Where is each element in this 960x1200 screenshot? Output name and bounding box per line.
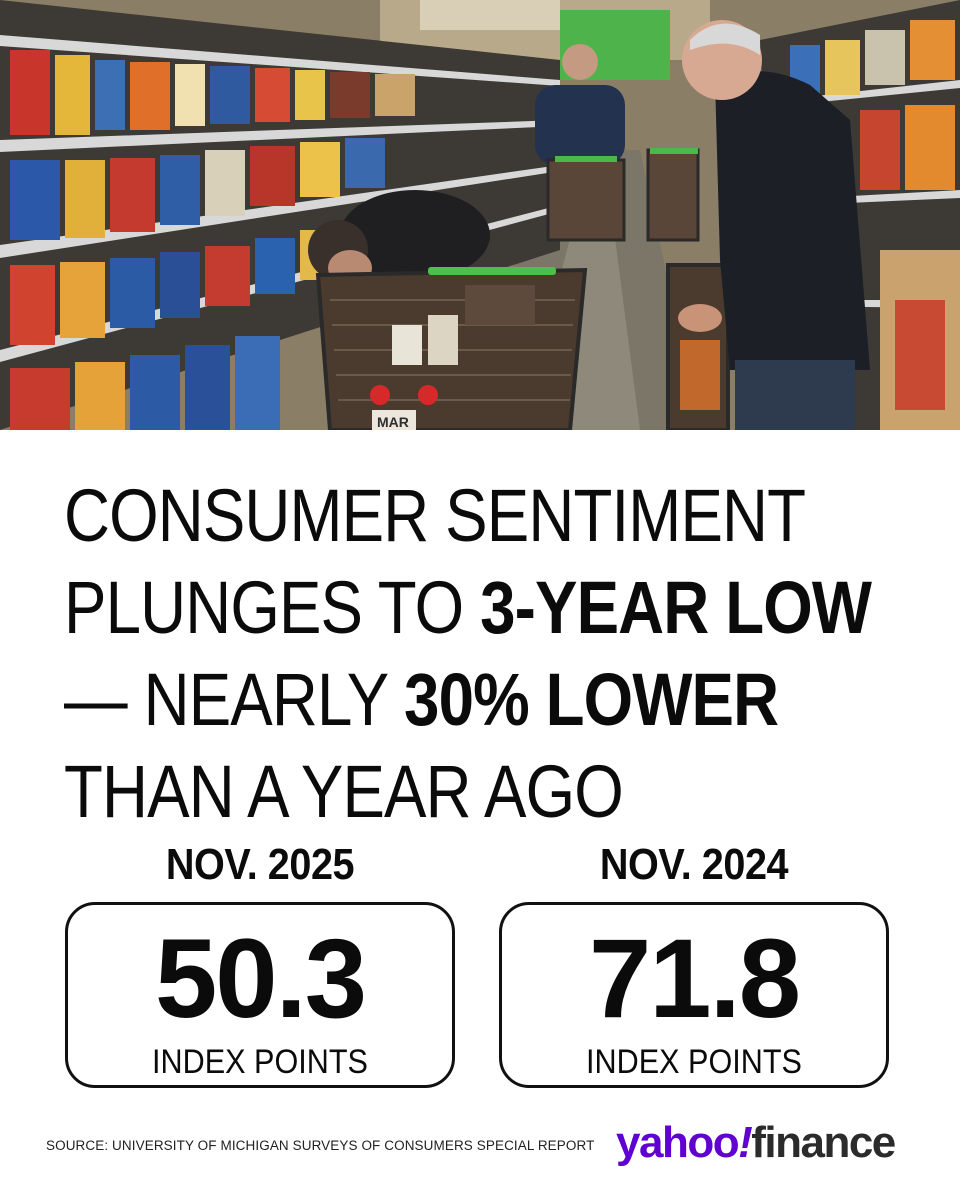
stat-unit-nov-2025: INDEX POINTS <box>152 1043 368 1081</box>
stat-unit-nov-2024: INDEX POINTS <box>586 1043 802 1081</box>
headline-line-3: — NEARLY 30% LOWER <box>64 654 812 746</box>
yahoo-finance-logo: yahoo!finance <box>616 1118 896 1168</box>
stat-box-nov-2024: 71.8 INDEX POINTS <box>499 902 889 1088</box>
source-note: SOURCE: UNIVERSITY OF MICHIGAN SURVEYS O… <box>46 1138 595 1153</box>
headline-line-2-bold: 3-YEAR LOW <box>480 566 872 649</box>
logo-yahoo: yahoo <box>616 1118 740 1167</box>
logo-exclamation: ! <box>738 1118 753 1167</box>
grocery-aisle-photo: MAR <box>0 0 960 430</box>
cart-brand-text: MAR <box>377 414 409 430</box>
stat-label-nov-2024: NOV. 2024 <box>599 840 789 889</box>
headline: CONSUMER SENTIMENT PLUNGES TO 3-YEAR LOW… <box>64 470 872 838</box>
headline-line-1: CONSUMER SENTIMENT <box>64 474 806 557</box>
stat-value-nov-2025: 50.3 <box>155 916 367 1041</box>
stat-value-nov-2024: 71.8 <box>589 916 801 1041</box>
headline-line-2: PLUNGES TO 3-YEAR LOW <box>64 562 872 654</box>
headline-line-3-bold: 30% LOWER <box>404 658 779 741</box>
headline-line-4: THAN A YEAR AGO <box>64 750 624 833</box>
headline-line-3-regular: — NEARLY <box>64 658 405 741</box>
headline-line-2-regular: PLUNGES TO <box>64 566 481 649</box>
grocery-aisle-photo-icon: MAR <box>0 0 960 430</box>
stat-box-nov-2025: 50.3 INDEX POINTS <box>65 902 455 1088</box>
stat-label-nov-2025: NOV. 2025 <box>165 840 355 889</box>
logo-finance: finance <box>751 1118 896 1167</box>
